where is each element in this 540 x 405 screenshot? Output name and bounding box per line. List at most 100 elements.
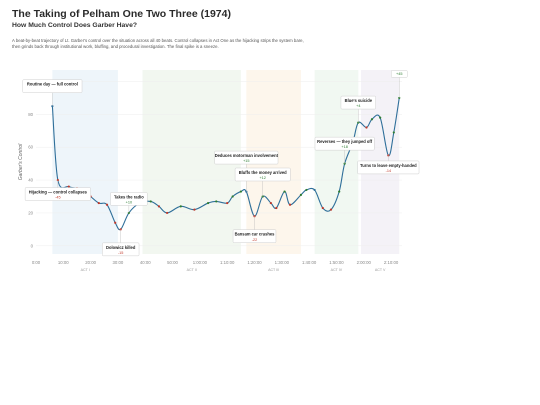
annotation-label: Hijacking — control collapses <box>29 189 88 194</box>
annotation: Takes the radio +10 <box>110 192 148 206</box>
chart-title: The Taking of Pelham One Two Three (1974… <box>12 8 231 20</box>
data-point <box>299 193 303 196</box>
x-tick-label: 20:00 <box>85 260 96 265</box>
act-band <box>52 70 118 254</box>
annotation-box <box>22 79 83 93</box>
x-tick-label: 0:00 <box>32 260 41 265</box>
annotation: Deduces motorman involvement+15 <box>214 150 279 165</box>
data-point <box>226 201 229 205</box>
data-point <box>283 190 286 193</box>
data-point <box>253 215 256 218</box>
annotation-delta: -15 <box>118 251 124 255</box>
annotation-label: Takes the radio <box>114 194 144 199</box>
x-tick-label: 40:00 <box>140 260 151 265</box>
data-point <box>338 190 341 193</box>
data-point <box>275 206 278 210</box>
annotation-label: Reverses — they jumped off <box>317 139 373 144</box>
annotation: Hijacking — control collapses -45 <box>24 187 91 201</box>
annotation-delta: +10 <box>126 201 132 205</box>
x-tick-label: 1:10:00 <box>220 260 235 265</box>
data-point <box>114 221 117 224</box>
data-point <box>215 200 218 203</box>
annotation-label: Bansam car crashes <box>235 232 276 237</box>
x-tick-label: 1:30:00 <box>275 260 290 265</box>
annotation-box <box>110 192 148 206</box>
annotation-delta: +12 <box>259 176 265 180</box>
y-tick-label: 0 <box>31 243 34 248</box>
x-tick-label: 10:00 <box>58 260 69 265</box>
annotations: Routine day — full control Hijacking — co… <box>22 70 420 257</box>
data-point <box>193 208 196 211</box>
data-point <box>231 195 234 198</box>
data-point <box>149 200 152 203</box>
data-point <box>370 118 374 121</box>
data-point <box>157 205 161 208</box>
data-point <box>67 185 70 188</box>
data-point <box>105 203 109 206</box>
chart-subtitle: How Much Control Does Garber Have? <box>12 22 138 29</box>
data-point <box>321 206 324 210</box>
act-label: ACT II <box>187 268 197 272</box>
annotation-box <box>340 95 376 110</box>
annotation: Blue's suicide+4 <box>340 95 376 110</box>
annotation: Bluffs the money arrived+12 <box>234 167 291 182</box>
annotation-label: Dolowicz killed <box>106 245 136 250</box>
annotation-box <box>214 150 279 165</box>
annotation-delta: +45 <box>396 72 402 76</box>
data-point <box>305 188 308 192</box>
annotation-delta: -22 <box>252 238 258 242</box>
annotation-box <box>234 167 291 182</box>
annotation-label: Bluffs the money arrived <box>239 170 287 175</box>
x-tick-label: 2:10:00 <box>384 260 399 265</box>
y-tick-label: 80 <box>28 112 33 117</box>
annotation: Dolowicz killed-15 <box>102 242 140 257</box>
annotation: +45 <box>391 70 408 78</box>
annotation-delta: -45 <box>55 196 61 200</box>
act-label: ACT I <box>81 268 90 272</box>
y-tick-label: 20 <box>28 210 33 215</box>
data-point <box>206 201 210 205</box>
annotation: Routine day — full control <box>22 79 83 93</box>
chart-header: The Taking of Pelham One Two Three (1974… <box>12 8 312 51</box>
chart-description: A beat-by-beat trajectory of Lt. Garber'… <box>12 38 304 50</box>
annotation-label: Turns to leave empty-handed <box>360 163 417 168</box>
act-label: ACT V <box>375 268 386 272</box>
data-point <box>239 190 242 193</box>
data-point <box>379 116 382 119</box>
annotation-label: Blue's suicide <box>345 98 373 103</box>
annotation-delta: +18 <box>341 145 347 149</box>
act-label: ACT III <box>268 268 279 272</box>
y-axis-label: Garber's Control <box>18 143 24 180</box>
x-tick-label: 50:00 <box>167 260 178 265</box>
annotation-delta: -14 <box>386 169 392 173</box>
data-point <box>392 131 395 134</box>
annotation-box <box>102 242 140 257</box>
annotation-delta: +4 <box>356 104 360 108</box>
data-point <box>179 205 182 208</box>
act-label: ACT IV <box>331 268 343 272</box>
data-point <box>269 201 272 205</box>
data-point <box>313 188 316 192</box>
data-point <box>166 211 169 215</box>
annotation: Reverses — they jumped off+18 <box>314 136 375 151</box>
data-point <box>365 126 368 129</box>
x-tick-label: 1:20:00 <box>247 260 262 265</box>
annotation-box <box>391 70 408 78</box>
annotation-delta: +15 <box>243 159 249 163</box>
axes: 0204060801000:0010:0020:0030:0040:0050:0… <box>18 79 399 265</box>
data-point <box>387 154 390 157</box>
data-point <box>329 208 333 211</box>
annotation-box <box>357 160 420 175</box>
x-tick-label: 1:40:00 <box>302 260 317 265</box>
annotation-label: Routine day — full control <box>27 82 78 87</box>
data-point <box>97 201 100 205</box>
x-tick-label: 30:00 <box>113 260 124 265</box>
annotation: Bansam car crashes-22 <box>232 229 277 243</box>
y-tick-label: 40 <box>28 178 33 183</box>
annotation-box <box>232 229 277 243</box>
x-tick-label: 2:00:00 <box>357 260 372 265</box>
annotation-box <box>24 187 91 201</box>
data-point <box>56 178 59 182</box>
x-tick-label: 1:50:00 <box>329 260 344 265</box>
